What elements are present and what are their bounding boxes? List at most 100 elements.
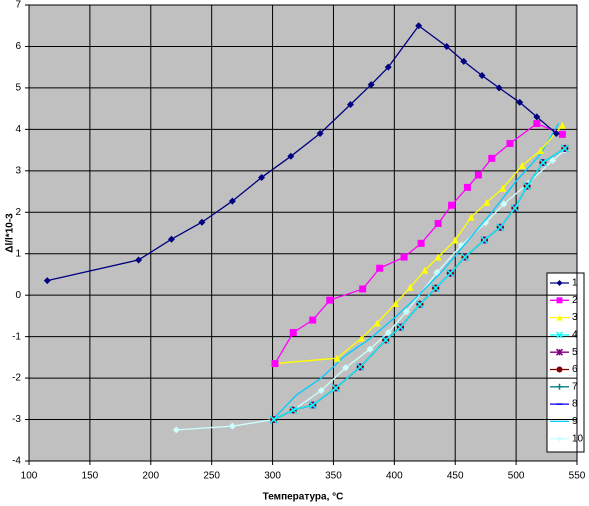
- y-tick-label: 4: [15, 124, 21, 135]
- legend-marker: [556, 435, 563, 442]
- marker: [500, 200, 508, 208]
- marker: [549, 156, 557, 164]
- marker: [308, 401, 317, 410]
- marker: [135, 256, 143, 264]
- marker: [43, 277, 51, 285]
- marker: [381, 335, 390, 344]
- x-tick-label: 400: [386, 471, 403, 482]
- x-tick-label: 500: [508, 471, 525, 482]
- legend-marker: [555, 348, 564, 356]
- legend-marker: [556, 280, 563, 286]
- marker: [289, 328, 297, 336]
- legend-label: 5: [572, 347, 578, 358]
- y-tick-label: 1: [15, 248, 21, 259]
- y-tick-label: 5: [15, 83, 21, 94]
- marker: [448, 201, 456, 209]
- x-tick-label: 300: [264, 471, 281, 482]
- marker: [172, 426, 180, 434]
- legend-label: 7: [572, 381, 578, 392]
- x-tick-label: 200: [142, 471, 159, 482]
- marker: [167, 235, 175, 243]
- marker: [228, 422, 236, 430]
- marker: [533, 120, 541, 128]
- marker: [518, 161, 526, 169]
- y-tick-label: -2: [12, 373, 21, 384]
- marker: [356, 362, 365, 371]
- marker: [483, 198, 491, 206]
- marker: [558, 130, 566, 138]
- marker: [400, 253, 408, 261]
- marker: [558, 121, 566, 129]
- legend-label: 9: [572, 416, 578, 427]
- legend-label: 8: [572, 399, 578, 410]
- marker: [333, 354, 341, 362]
- marker: [478, 71, 486, 79]
- marker: [309, 316, 317, 324]
- marker: [533, 113, 541, 121]
- x-tick-label: 550: [569, 471, 586, 482]
- y-axis-title: Δl/l*10-3: [5, 213, 16, 253]
- marker: [357, 334, 365, 342]
- marker: [366, 345, 374, 353]
- legend-marker: [555, 331, 564, 339]
- marker: [317, 387, 325, 395]
- y-tick-label: 2: [15, 207, 21, 218]
- legend-label: 6: [572, 364, 578, 375]
- marker: [359, 285, 367, 293]
- marker: [396, 323, 405, 332]
- legend-marker: [556, 297, 563, 304]
- marker: [536, 147, 544, 155]
- marker: [474, 171, 482, 179]
- marker: [451, 236, 459, 244]
- marker: [421, 266, 429, 274]
- marker: [516, 98, 524, 106]
- marker: [463, 183, 471, 191]
- marker: [460, 253, 469, 262]
- marker: [331, 384, 340, 393]
- legend-label: 3: [572, 312, 578, 323]
- marker: [415, 22, 423, 30]
- marker: [417, 239, 425, 247]
- marker: [415, 300, 424, 309]
- legend-marker: [556, 383, 563, 390]
- marker: [271, 360, 279, 368]
- marker: [552, 130, 560, 138]
- marker: [346, 100, 354, 108]
- marker: [373, 319, 381, 327]
- y-tick-label: 3: [15, 165, 21, 176]
- x-tick-label: 150: [82, 471, 99, 482]
- marker: [523, 182, 532, 191]
- marker: [316, 130, 324, 138]
- legend-label: 2: [572, 295, 578, 306]
- marker: [367, 81, 375, 89]
- marker: [376, 264, 384, 272]
- y-tick-label: 6: [15, 41, 21, 52]
- x-axis-title: Температура, °C: [263, 492, 344, 503]
- marker: [434, 219, 442, 227]
- x-tick-label: 100: [21, 471, 38, 482]
- marker: [392, 299, 400, 307]
- x-tick-label: 450: [447, 471, 464, 482]
- legend-marker: [556, 366, 563, 373]
- y-tick-label: 7: [15, 0, 21, 11]
- marker: [460, 57, 468, 65]
- marker: [258, 173, 266, 181]
- marker: [269, 415, 278, 424]
- marker: [506, 139, 514, 147]
- marker: [499, 184, 507, 192]
- marker: [406, 283, 414, 291]
- y-tick-label: 0: [15, 290, 21, 301]
- marker: [495, 84, 503, 92]
- marker: [510, 204, 519, 213]
- marker: [403, 308, 411, 316]
- plot-area: [28, 4, 578, 462]
- series-line: [274, 122, 563, 364]
- legend-box: [546, 272, 585, 453]
- marker: [431, 284, 440, 293]
- y-tick-label: -1: [12, 331, 21, 342]
- legend-marker: [556, 314, 563, 321]
- marker: [480, 236, 489, 245]
- marker: [434, 253, 442, 261]
